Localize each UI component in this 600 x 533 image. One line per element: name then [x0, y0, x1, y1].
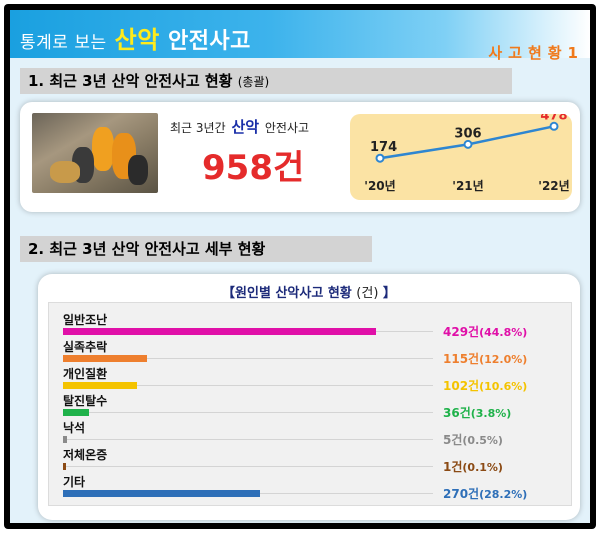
cause-count: 1건: [443, 460, 463, 474]
cause-count: 5건: [443, 433, 463, 447]
cause-guide-line: [376, 331, 433, 332]
cause-percent: (10.6%): [479, 380, 528, 393]
banner-suffix: 안전사고: [167, 29, 251, 54]
cause-chart-title-main: 【원인별 산악사고 현황: [222, 286, 352, 301]
cause-bar: [63, 355, 147, 362]
cause-category-label: 탈진탈수: [63, 394, 108, 408]
cause-count: 115건: [443, 352, 480, 366]
trend-year-label: '22년: [538, 179, 569, 193]
cause-guide-line: [137, 385, 433, 386]
cause-category-label: 기타: [63, 475, 86, 489]
section1-heading: 1. 최근 3년 산악 안전사고 현황 (총괄): [20, 68, 512, 94]
cause-guide-line: [66, 439, 433, 440]
cause-percent: (0.1%): [462, 461, 503, 474]
cause-value-label: 1건(0.1%): [443, 458, 503, 475]
cause-count: 429건: [443, 325, 480, 339]
cause-category-label: 저체온증: [63, 448, 108, 462]
cause-bar: [63, 490, 261, 497]
infographic-frame: 통계로 보는 산악 안전사고 사고현황1 1. 최근 3년 산악 안전사고 현황 …: [4, 4, 596, 529]
section1-heading-small: (총괄): [237, 75, 270, 89]
cause-bar: [63, 328, 377, 335]
page-badge: 사고현황1: [488, 44, 584, 62]
summary-text-after: 안전사고: [264, 121, 310, 135]
cause-percent: (44.8%): [479, 326, 528, 339]
cause-count: 36건: [443, 406, 471, 420]
section2-heading-text: 2. 최근 3년 산악 안전사고 세부 현황: [28, 240, 266, 258]
cause-bar-chart: 일반조난 429건(44.8%) 실족추락 115건(12.0%) 개인질환 102건(1…: [48, 302, 572, 506]
cause-value-label: 270건(28.2%): [443, 485, 527, 502]
cause-card: 【원인별 산악사고 현황 (건) 】 일반조난 429건(44.8%) 실족추락 11…: [38, 274, 580, 520]
yearly-trend-chart: 174 '20년 306 '21년 478 '22년: [350, 108, 572, 200]
cause-value-label: 102건(10.6%): [443, 377, 527, 394]
cause-count: 102건: [443, 379, 480, 393]
cause-bar: [63, 382, 138, 389]
cause-chart-title-close: 】: [382, 286, 396, 301]
cause-value-label: 429건(44.8%): [443, 323, 527, 340]
trend-year-label: '21년: [452, 179, 483, 193]
cause-percent: (12.0%): [479, 353, 528, 366]
title-banner: 통계로 보는 산악 안전사고: [10, 10, 590, 58]
summary-text-before: 최근 3년간: [170, 121, 226, 135]
cause-category-label: 일반조난: [63, 313, 108, 327]
cause-category-label: 개인질환: [63, 367, 108, 381]
cause-percent: (0.5%): [462, 434, 503, 447]
infographic: 통계로 보는 산악 안전사고 사고현황1 1. 최근 3년 산악 안전사고 현황 …: [10, 10, 590, 523]
cause-category-label: 실족추락: [63, 340, 108, 354]
section2-heading: 2. 최근 3년 산악 안전사고 세부 현황: [20, 236, 372, 262]
cause-guide-line: [66, 466, 433, 467]
trend-value-label: 174: [370, 140, 397, 155]
cause-chart-title: 【원인별 산악사고 현황 (건) 】: [38, 282, 580, 301]
cause-percent: (28.2%): [479, 488, 528, 501]
banner-title: 통계로 보는 산악 안전사고: [20, 20, 251, 55]
trend-value-label: 306: [454, 126, 481, 141]
cause-bar: [63, 463, 66, 470]
banner-prefix: 통계로 보는: [20, 33, 107, 53]
summary-caption: 최근 3년간 산악 안전사고: [170, 116, 309, 137]
cause-bar: [63, 409, 90, 416]
cause-guide-line: [146, 358, 433, 359]
banner-highlight: 산악: [114, 26, 160, 54]
trend-point: [463, 139, 473, 149]
cause-value-label: 5건(0.5%): [443, 431, 503, 448]
cause-bar: [63, 436, 67, 443]
trend-point: [375, 153, 385, 163]
cause-value-label: 36건(3.8%): [443, 404, 511, 421]
total-count: 958건: [202, 148, 305, 188]
cause-guide-line: [89, 412, 433, 413]
cause-value-label: 115건(12.0%): [443, 350, 527, 367]
rescue-photo: [32, 113, 158, 193]
cause-percent: (3.8%): [470, 407, 512, 420]
trend-point: [549, 121, 559, 131]
cause-category-label: 낙석: [63, 421, 86, 435]
cause-count: 270건: [443, 487, 480, 501]
trend-value-label: 478: [540, 114, 567, 123]
trend-svg: 174 '20년 306 '21년 478 '22년: [364, 108, 569, 193]
section1-heading-text: 1. 최근 3년 산악 안전사고 현황: [28, 72, 233, 90]
cause-guide-line: [260, 493, 433, 494]
summary-card: 최근 3년간 산악 안전사고 958건 174 '20년 306 '21년 478 '22…: [20, 102, 580, 212]
summary-highlight: 산악: [231, 118, 260, 136]
trend-year-label: '20년: [364, 179, 395, 193]
cause-chart-title-unit: (건): [356, 286, 379, 301]
